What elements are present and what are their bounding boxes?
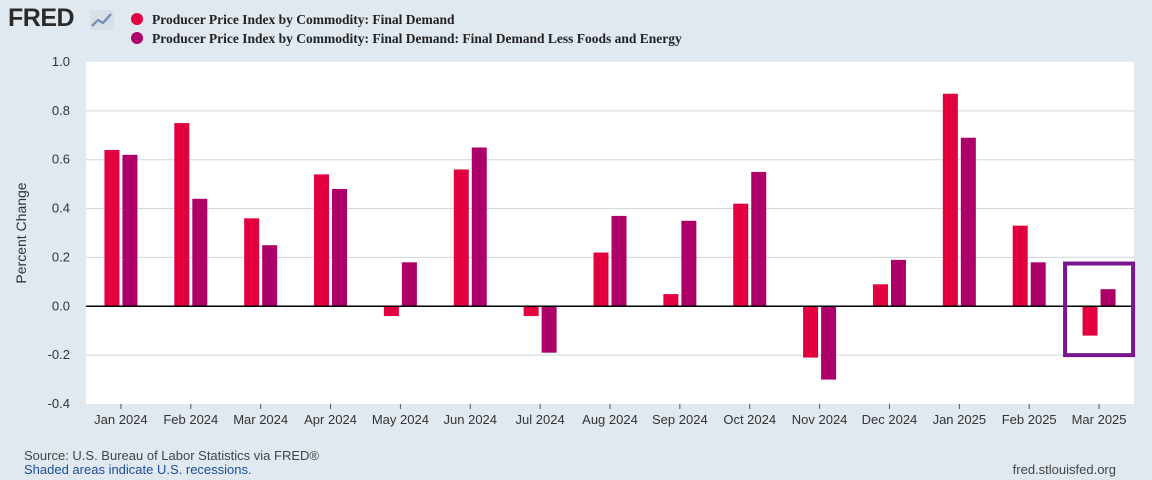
y-tick-label: 0.2	[52, 249, 70, 264]
bar-core-mar-2024[interactable]	[262, 245, 278, 307]
x-tick-label: Oct 2024	[723, 412, 776, 427]
grid-lines	[86, 110, 1134, 356]
bar-core-aug-2024[interactable]	[611, 215, 627, 307]
legend-label: Producer Price Index by Commodity: Final…	[152, 31, 682, 46]
recession-note-link[interactable]: Shaded areas indicate U.S. recessions.	[24, 462, 252, 477]
bar-final-demand-feb-2025[interactable]	[1012, 225, 1028, 307]
x-tick-label: Jan 2024	[94, 412, 148, 427]
bar-core-dec-2024[interactable]	[890, 259, 906, 307]
x-tick-label: Nov 2024	[792, 412, 848, 427]
bar-final-demand-jun-2024[interactable]	[453, 169, 469, 307]
plot-area	[86, 62, 1134, 404]
y-axis-ticks: 1.0 0.8 0.6 0.4 0.2 0.0 -0.2 -0.4	[48, 54, 70, 411]
bar-final-demand-mar-2024[interactable]	[244, 218, 260, 307]
bar-final-demand-oct-2024[interactable]	[733, 203, 749, 307]
x-axis-ticks: Jan 2024 Feb 2024 Mar 2024 Apr 2024 May 2024…	[94, 404, 1127, 427]
bar-core-jan-2024[interactable]	[122, 154, 138, 307]
bar-final-demand-mar-2025[interactable]	[1082, 306, 1098, 336]
bar-core-nov-2024[interactable]	[821, 306, 837, 380]
bar-final-demand-apr-2024[interactable]	[314, 174, 330, 307]
bar-core-oct-2024[interactable]	[751, 171, 767, 307]
legend-label: Producer Price Index by Commodity: Final…	[152, 12, 455, 27]
bar-series	[104, 93, 1116, 380]
source-note: Source: U.S. Bureau of Labor Statistics …	[24, 448, 319, 463]
y-axis-label: Percent Change	[13, 182, 29, 283]
x-tick-label: Feb 2025	[1002, 412, 1057, 427]
x-tick-label: Jun 2024	[444, 412, 498, 427]
bar-final-demand-sep-2024[interactable]	[663, 294, 679, 307]
bar-final-demand-may-2024[interactable]	[383, 306, 399, 317]
chart-logo-icon	[90, 10, 114, 30]
bar-final-demand-jan-2024[interactable]	[104, 149, 120, 307]
bar-final-demand-jul-2024[interactable]	[523, 306, 539, 317]
highlight-layer	[1063, 261, 1136, 358]
y-tick-label: 0.0	[52, 298, 70, 313]
x-tick-label: Mar 2025	[1072, 412, 1127, 427]
bar-core-sep-2024[interactable]	[681, 220, 697, 307]
bar-final-demand-aug-2024[interactable]	[593, 252, 609, 307]
y-tick-label: 1.0	[52, 54, 70, 69]
bar-core-mar-2025[interactable]	[1100, 289, 1116, 307]
legend-item-core-final-demand[interactable]: Producer Price Index by Commodity: Final…	[131, 31, 682, 47]
x-tick-label: Apr 2024	[304, 412, 357, 427]
x-tick-label: May 2024	[372, 412, 429, 427]
bar-core-may-2024[interactable]	[401, 262, 417, 307]
legend-dot-icon	[131, 32, 143, 44]
bar-final-demand-jan-2025[interactable]	[942, 93, 958, 307]
y-tick-label: -0.2	[48, 347, 70, 362]
x-tick-label: Sep 2024	[652, 412, 708, 427]
legend-item-final-demand[interactable]: Producer Price Index by Commodity: Final…	[131, 12, 454, 28]
y-tick-label: -0.4	[48, 396, 70, 411]
bar-core-apr-2024[interactable]	[332, 189, 348, 307]
bar-core-jul-2024[interactable]	[541, 306, 557, 353]
bar-final-demand-nov-2024[interactable]	[803, 306, 819, 358]
bar-core-jan-2025[interactable]	[960, 137, 976, 307]
x-tick-label: Feb 2024	[163, 412, 218, 427]
bar-final-demand-feb-2024[interactable]	[174, 123, 190, 307]
bar-core-feb-2025[interactable]	[1030, 262, 1046, 307]
x-tick-label: Dec 2024	[862, 412, 918, 427]
bar-core-jun-2024[interactable]	[471, 147, 487, 307]
y-tick-label: 0.4	[52, 201, 70, 216]
bar-final-demand-dec-2024[interactable]	[872, 284, 888, 307]
legend-dot-icon	[131, 13, 143, 25]
x-tick-label: Jul 2024	[516, 412, 565, 427]
x-tick-label: Mar 2024	[233, 412, 288, 427]
y-tick-label: 0.6	[52, 152, 70, 167]
y-tick-label: 0.8	[52, 103, 70, 118]
fred-logo[interactable]: FRED	[8, 4, 75, 32]
fred-url[interactable]: fred.stlouisfed.org	[1012, 462, 1116, 477]
highlight-box	[1063, 261, 1136, 358]
bar-core-feb-2024[interactable]	[192, 198, 208, 307]
x-tick-label: Aug 2024	[582, 412, 638, 427]
x-tick-label: Jan 2025	[933, 412, 987, 427]
